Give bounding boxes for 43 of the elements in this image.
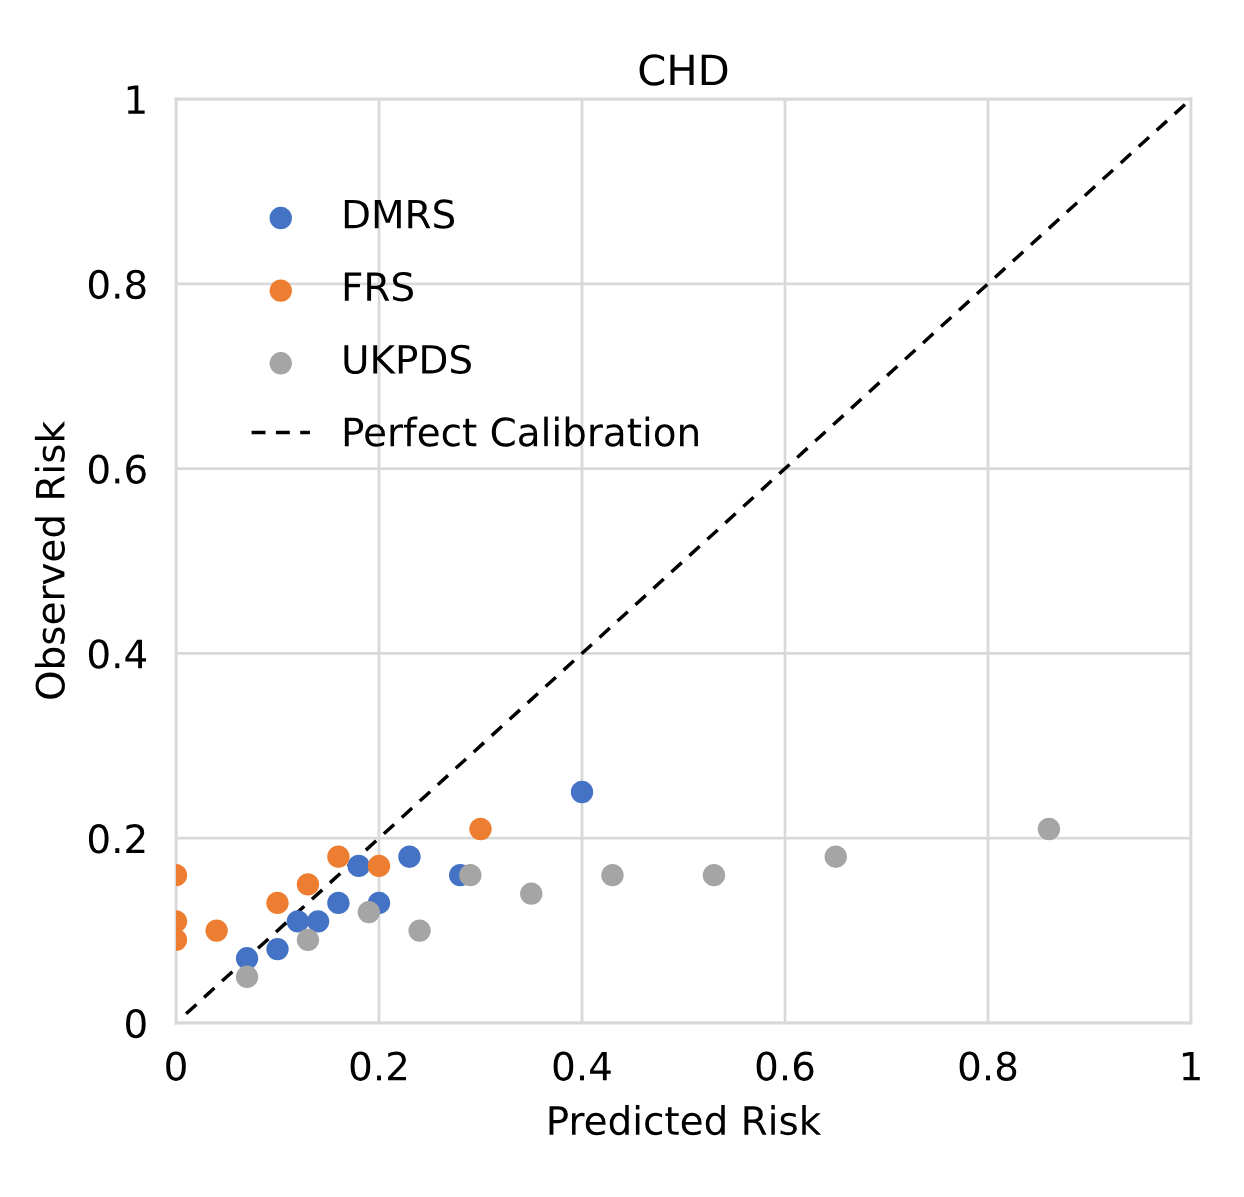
point bbox=[266, 891, 289, 915]
point bbox=[296, 873, 320, 896]
point bbox=[367, 854, 391, 878]
y-axis-title: Observed Risk bbox=[34, 421, 65, 699]
chart-title: CHD bbox=[639, 54, 728, 86]
point bbox=[286, 910, 309, 933]
point bbox=[235, 965, 259, 988]
point bbox=[205, 919, 228, 942]
y-tick-label: 0 bbox=[126, 1008, 146, 1039]
y-tick-label: 1 bbox=[127, 85, 145, 114]
point bbox=[520, 882, 543, 905]
point bbox=[408, 919, 431, 942]
x-axis-title: Predicted Risk bbox=[549, 1105, 822, 1136]
point bbox=[327, 891, 350, 915]
point bbox=[357, 900, 381, 924]
point bbox=[1037, 817, 1061, 841]
point bbox=[601, 863, 624, 887]
x-tick-label: 0.4 bbox=[553, 1051, 611, 1081]
legend-label: UKPDS bbox=[344, 344, 471, 375]
legend-label: DMRS bbox=[344, 199, 455, 229]
point bbox=[702, 863, 726, 887]
y-tick-label: 0.8 bbox=[88, 269, 146, 300]
x-tick-label: 0.6 bbox=[756, 1051, 814, 1081]
point bbox=[296, 928, 320, 952]
legend-label: Perfect Calibration bbox=[344, 416, 698, 447]
point bbox=[469, 817, 492, 841]
point bbox=[570, 780, 594, 804]
point bbox=[235, 947, 259, 970]
point bbox=[347, 854, 370, 878]
y-tick-label: 0.6 bbox=[88, 454, 146, 484]
point bbox=[306, 910, 330, 933]
point bbox=[398, 845, 421, 868]
point bbox=[266, 937, 289, 961]
point bbox=[327, 845, 350, 868]
x-tick-label: 1 bbox=[1182, 1051, 1200, 1081]
point bbox=[824, 845, 847, 868]
x-tick-label: 0 bbox=[166, 1051, 186, 1081]
legend-label: FRS bbox=[344, 272, 413, 302]
x-tick-label: 0.2 bbox=[350, 1051, 407, 1081]
y-tick-label: 0.4 bbox=[88, 639, 147, 669]
y-tick-label: 0.2 bbox=[88, 824, 145, 854]
point bbox=[459, 863, 482, 887]
x-tick-label: 0.8 bbox=[959, 1051, 1017, 1081]
